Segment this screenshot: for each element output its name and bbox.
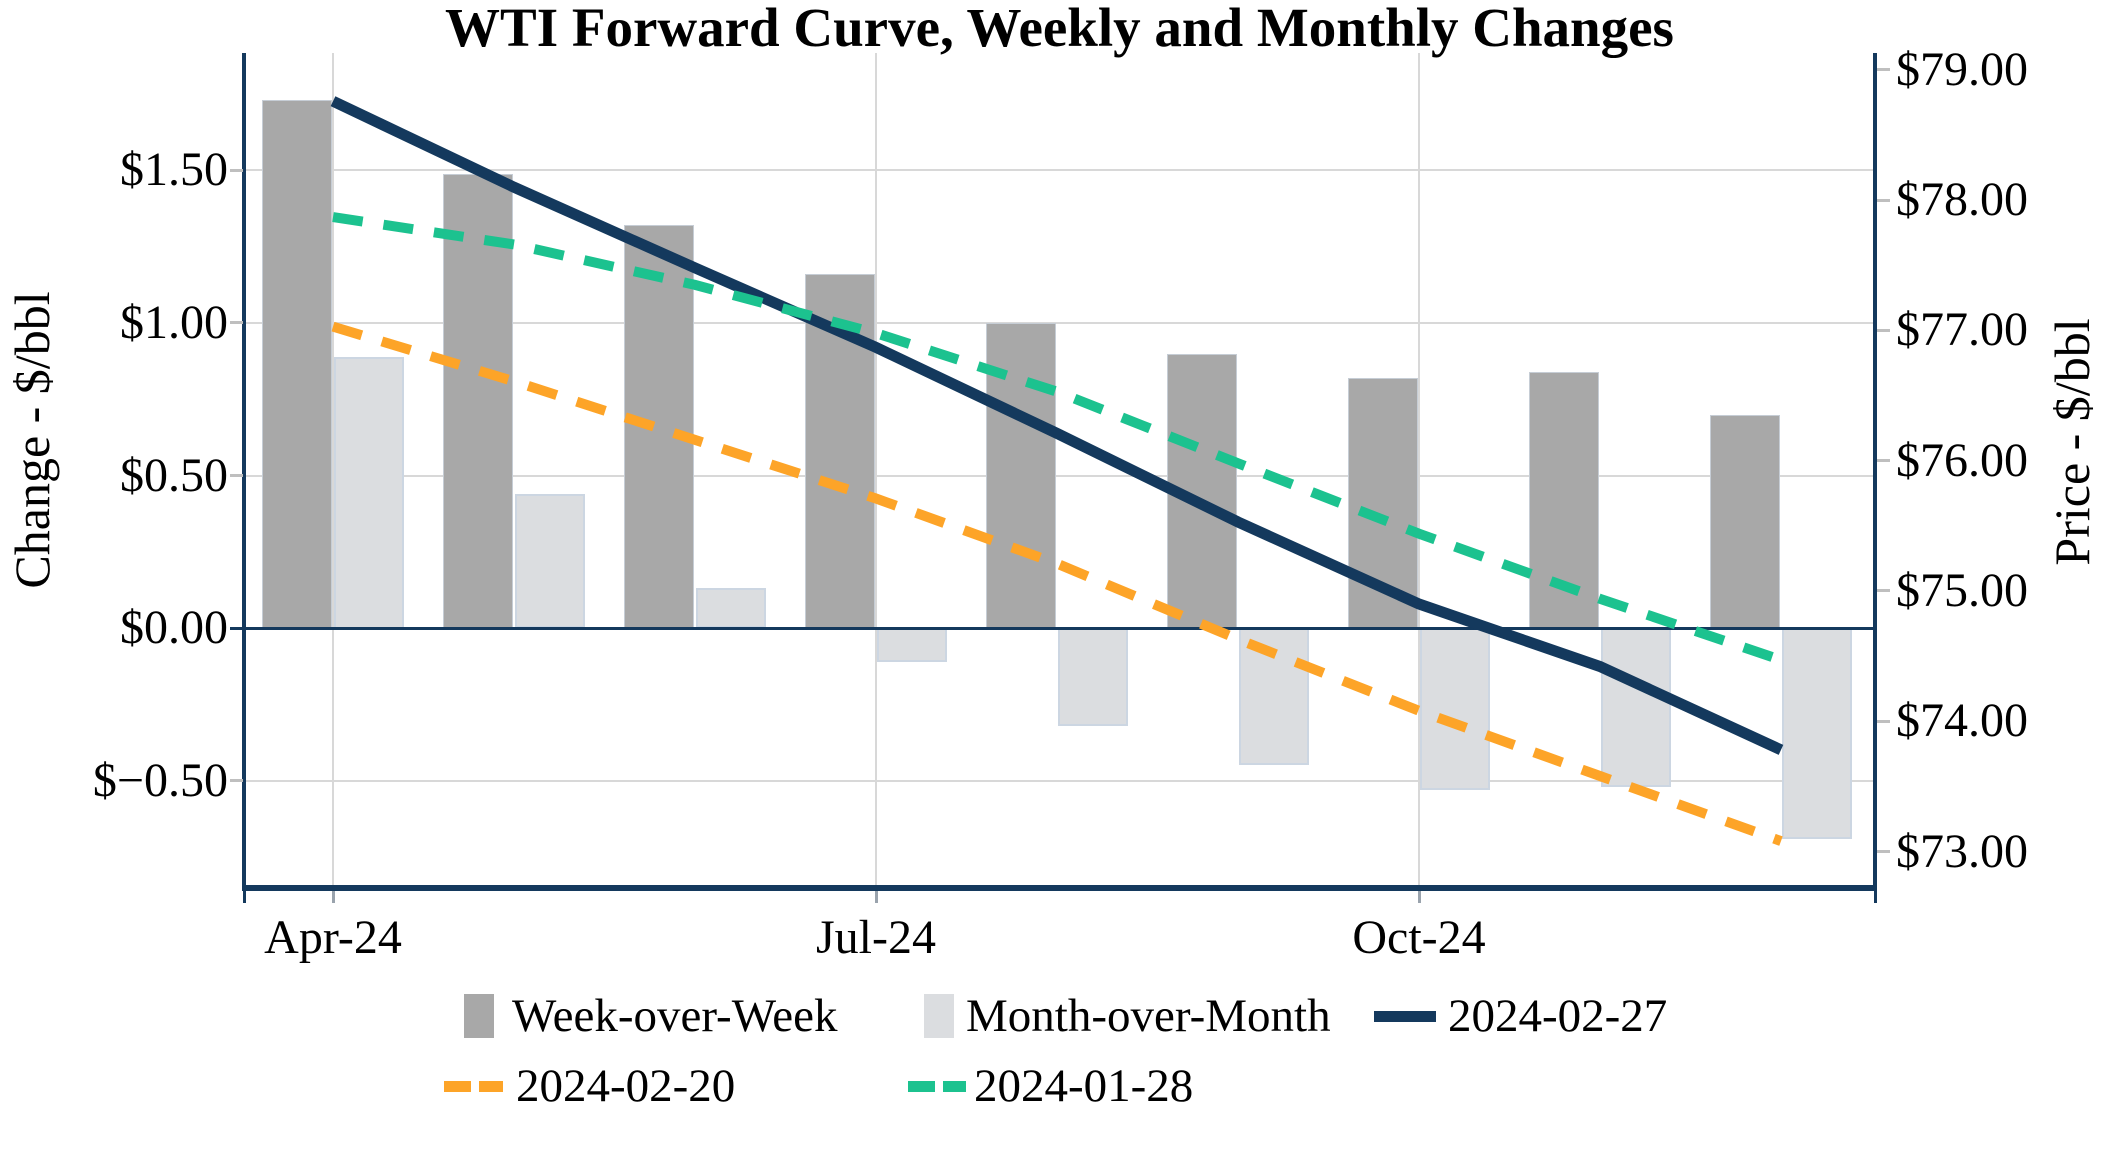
bar-week-over-week xyxy=(1348,378,1418,628)
right-tick-mark xyxy=(1877,329,1890,332)
bottom-spine xyxy=(242,885,1877,891)
legend-label-2024-02-27: 2024-02-27 xyxy=(1448,990,1668,1042)
left-tick-label: $−0.50 xyxy=(92,754,228,807)
x-tick-mark xyxy=(875,891,878,903)
right-tick-label: $78.00 xyxy=(1896,173,2028,226)
bar-month-over-month xyxy=(877,628,947,662)
legend-swatch-2024-02-20-dash2 xyxy=(479,1081,503,1092)
left-tick-label: $0.00 xyxy=(120,601,228,654)
right-tick-mark xyxy=(1877,589,1890,592)
bar-week-over-week xyxy=(1167,354,1237,629)
bar-week-over-week xyxy=(1529,372,1599,628)
right-tick-mark xyxy=(1877,850,1890,853)
right-tick-mark xyxy=(1877,199,1890,202)
left-tick-mark xyxy=(230,474,243,477)
bar-month-over-month xyxy=(1782,628,1852,839)
bar-week-over-week xyxy=(805,274,875,628)
x-tick-label: Jul-24 xyxy=(816,911,936,964)
chart-title: WTI Forward Curve, Weekly and Monthly Ch… xyxy=(445,0,1674,58)
legend-label-month-over-month: Month-over-Month xyxy=(966,990,1331,1042)
right-spine xyxy=(1873,53,1877,891)
x-edge-tick-mark xyxy=(1874,891,1877,903)
bar-week-over-week xyxy=(986,323,1056,628)
right-tick-label: $74.00 xyxy=(1896,694,2028,747)
bar-month-over-month xyxy=(515,494,585,628)
left-tick-mark xyxy=(230,627,243,630)
x-tick-label: Apr-24 xyxy=(264,911,402,964)
left-tick-label: $1.50 xyxy=(120,143,228,196)
bar-month-over-month xyxy=(696,588,766,628)
vertical-gridline xyxy=(875,53,877,888)
legend-label-week-over-week: Week-over-Week xyxy=(512,990,838,1042)
right-tick-mark xyxy=(1877,720,1890,723)
left-tick-mark xyxy=(230,321,243,324)
legend-swatch-2024-01-28-dash2 xyxy=(943,1081,966,1092)
right-tick-label: $76.00 xyxy=(1896,434,2028,487)
legend-swatch-2024-02-27 xyxy=(1374,1011,1436,1022)
legend-swatch-2024-01-28-dash1 xyxy=(908,1081,935,1092)
left-tick-mark xyxy=(230,779,243,782)
right-tick-mark xyxy=(1877,68,1890,71)
x-tick-mark xyxy=(1418,891,1421,903)
bar-month-over-month xyxy=(1601,628,1671,787)
left-tick-mark xyxy=(230,169,243,172)
legend-label-2024-02-20: 2024-02-20 xyxy=(516,1060,736,1112)
bar-month-over-month xyxy=(1239,628,1309,765)
right-tick-label: $73.00 xyxy=(1896,825,2028,878)
bar-week-over-week xyxy=(624,225,694,628)
legend-swatch-week-over-week xyxy=(464,994,494,1038)
bar-week-over-week xyxy=(1710,415,1780,629)
left-tick-label: $0.50 xyxy=(120,449,228,502)
legend-swatch-2024-02-20-dash1 xyxy=(444,1081,471,1092)
right-tick-label: $75.00 xyxy=(1896,564,2028,617)
bar-week-over-week xyxy=(262,100,332,628)
left-spine xyxy=(242,53,246,891)
zero-line xyxy=(245,627,1874,630)
x-edge-tick-mark xyxy=(243,891,246,903)
bar-month-over-month xyxy=(1058,628,1128,726)
bar-month-over-month xyxy=(334,357,404,629)
x-tick-mark xyxy=(332,891,335,903)
bar-month-over-month xyxy=(1420,628,1490,790)
right-tick-label: $79.00 xyxy=(1896,43,2028,96)
legend-label-2024-01-28: 2024-01-28 xyxy=(974,1060,1194,1112)
horizontal-gridline xyxy=(245,169,1874,171)
x-tick-label: Oct-24 xyxy=(1352,911,1486,964)
legend-swatch-month-over-month xyxy=(924,994,954,1038)
right-tick-label: $77.00 xyxy=(1896,303,2028,356)
right-tick-mark xyxy=(1877,459,1890,462)
bar-week-over-week xyxy=(443,174,513,629)
left-tick-label: $1.00 xyxy=(120,296,228,349)
